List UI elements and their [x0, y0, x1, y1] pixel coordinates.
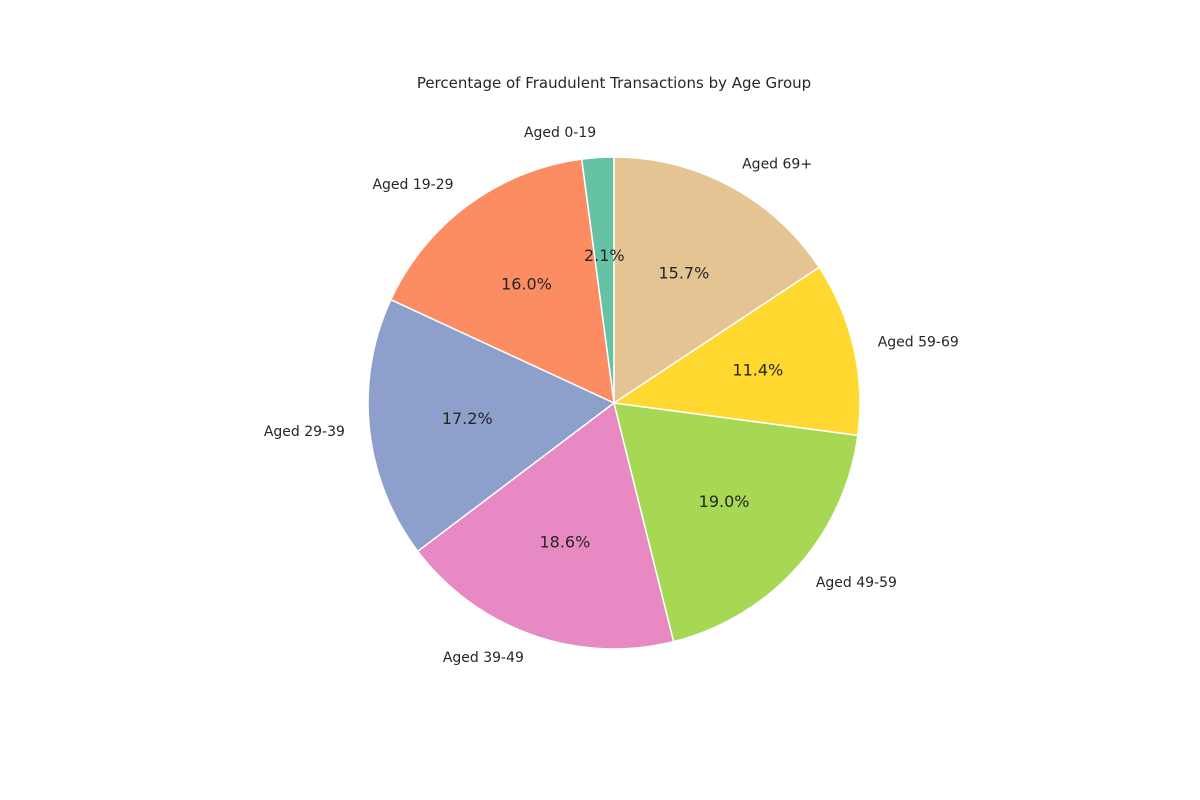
pie-slice-aged-59-69 — [613, 266, 861, 437]
pie-slice-aged-49-59 — [613, 402, 859, 643]
slice-label-aged-39-49: Aged 39-49 — [443, 650, 524, 666]
chart-title: Percentage of Fraudulent Transactions by… — [417, 74, 811, 92]
percentage-label-aged-39-49: 18.6% — [539, 533, 590, 552]
pie-slices — [367, 156, 861, 650]
percentage-label-aged-29-39: 17.2% — [442, 409, 493, 428]
slice-label-aged-49-59: Aged 49-59 — [816, 575, 897, 591]
pie-slice-aged-39-49 — [416, 402, 675, 650]
pie-slice-aged-29-39 — [367, 298, 615, 553]
slice-label-aged-69-plus: Aged 69+ — [742, 157, 812, 173]
slice-labels: Aged 0-19 Aged 19-29 Aged 29-39 Aged 39-49 A… — [264, 125, 959, 666]
percentage-labels: 2.1% 16.0% 17.2% 18.6% 19.0% 11.4% 15.7% — [442, 246, 783, 551]
slice-label-aged-0-19: Aged 0-19 — [524, 125, 596, 141]
pie-slice-aged-69-plus — [613, 156, 820, 404]
slice-label-aged-59-69: Aged 59-69 — [878, 334, 959, 350]
percentage-label-aged-0-19: 2.1% — [584, 246, 625, 265]
slice-label-aged-19-29: Aged 19-29 — [372, 177, 453, 193]
slice-label-aged-29-39: Aged 29-39 — [264, 424, 345, 440]
percentage-label-aged-19-29: 16.0% — [501, 275, 552, 294]
percentage-label-aged-49-59: 19.0% — [699, 492, 750, 511]
percentage-label-aged-69-plus: 15.7% — [658, 263, 709, 282]
pie-slice-aged-19-29 — [390, 158, 615, 404]
percentage-label-aged-59-69: 11.4% — [732, 360, 783, 379]
